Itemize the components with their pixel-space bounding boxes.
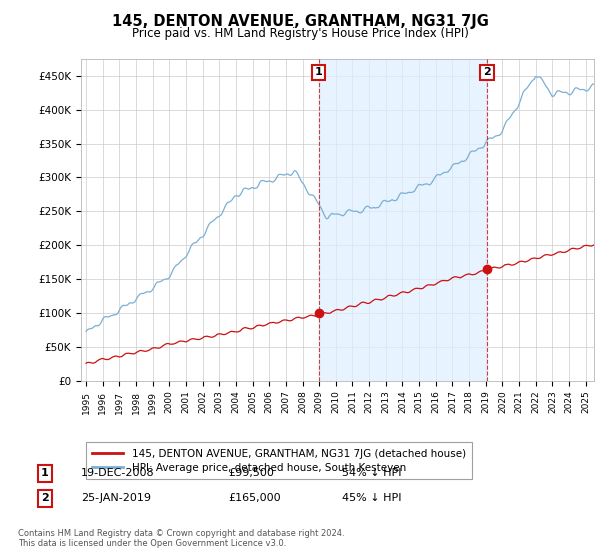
Legend: 145, DENTON AVENUE, GRANTHAM, NG31 7JG (detached house), HPI: Average price, det: 145, DENTON AVENUE, GRANTHAM, NG31 7JG (… [86,442,472,479]
Text: 1: 1 [315,67,323,77]
Text: 145, DENTON AVENUE, GRANTHAM, NG31 7JG: 145, DENTON AVENUE, GRANTHAM, NG31 7JG [112,14,488,29]
Text: 45% ↓ HPI: 45% ↓ HPI [342,493,401,503]
Text: £99,500: £99,500 [228,468,274,478]
Text: 2: 2 [483,67,491,77]
Bar [319,59,487,381]
Text: This data is licensed under the Open Government Licence v3.0.: This data is licensed under the Open Gov… [18,539,286,548]
Text: £165,000: £165,000 [228,493,281,503]
Text: Contains HM Land Registry data © Crown copyright and database right 2024.: Contains HM Land Registry data © Crown c… [18,529,344,538]
Text: 1: 1 [41,468,49,478]
Text: 54% ↓ HPI: 54% ↓ HPI [342,468,401,478]
Text: Price paid vs. HM Land Registry's House Price Index (HPI): Price paid vs. HM Land Registry's House … [131,27,469,40]
Text: 2: 2 [41,493,49,503]
Text: 19-DEC-2008: 19-DEC-2008 [81,468,155,478]
Text: 25-JAN-2019: 25-JAN-2019 [81,493,151,503]
